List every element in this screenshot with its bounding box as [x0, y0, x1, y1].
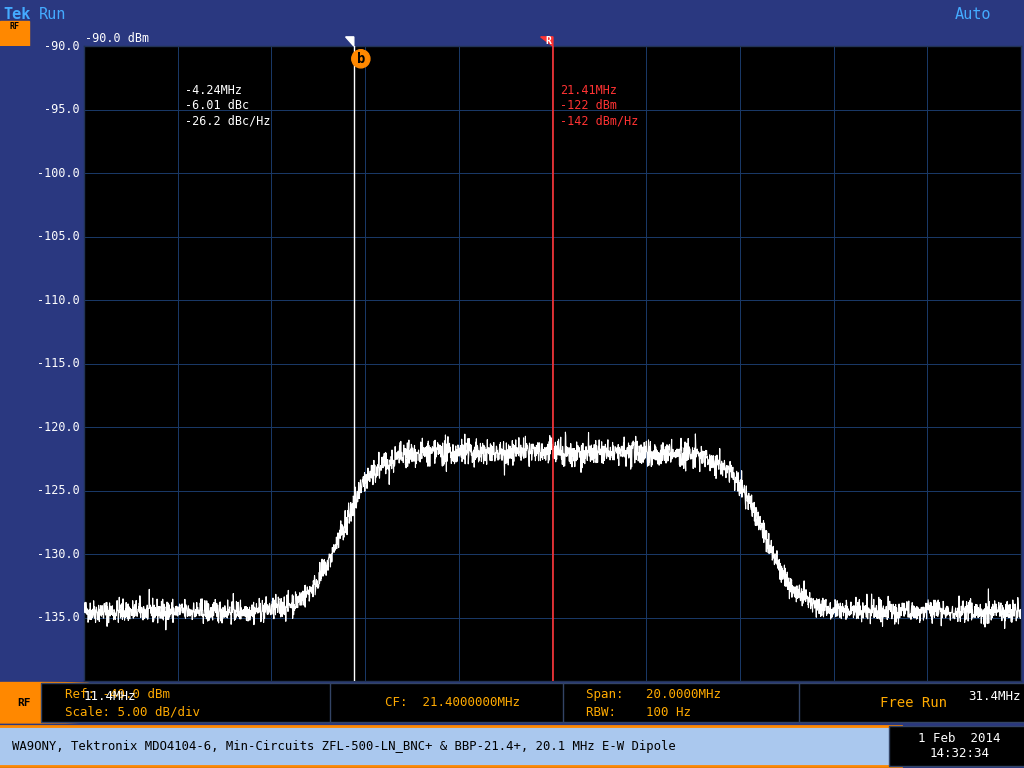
Text: WA9ONY, Tektronix MDO4104-6, Min-Circuits ZFL-500-LN_BNC+ & BBP-21.4+, 20.1 MHz : WA9ONY, Tektronix MDO4104-6, Min-Circuit… — [12, 740, 676, 753]
Text: -90.0: -90.0 — [44, 40, 80, 52]
Text: Span:   20.0000MHz: Span: 20.0000MHz — [586, 687, 721, 700]
Text: -105.0: -105.0 — [37, 230, 80, 243]
Text: 31.4MHz: 31.4MHz — [969, 690, 1021, 703]
Text: R: R — [545, 36, 551, 46]
Text: -90.0 dBm: -90.0 dBm — [85, 32, 150, 45]
Text: Scale: 5.00 dB/div: Scale: 5.00 dB/div — [65, 706, 200, 719]
Text: Ref: -40.0 dBm: Ref: -40.0 dBm — [65, 687, 170, 700]
Text: -95.0: -95.0 — [44, 103, 80, 116]
Text: Run: Run — [39, 7, 67, 22]
Text: -4.24MHz
-6.01 dBc
-26.2 dBc/Hz: -4.24MHz -6.01 dBc -26.2 dBc/Hz — [185, 84, 270, 127]
Text: -130.0: -130.0 — [37, 548, 80, 561]
FancyBboxPatch shape — [41, 684, 343, 722]
Text: -110.0: -110.0 — [37, 293, 80, 306]
Text: -125.0: -125.0 — [37, 484, 80, 497]
Text: -100.0: -100.0 — [37, 167, 80, 180]
Text: RF: RF — [9, 22, 19, 31]
Text: Free Run: Free Run — [881, 696, 947, 710]
Text: RBW:    100 Hz: RBW: 100 Hz — [586, 706, 691, 719]
Text: RF: RF — [16, 697, 31, 708]
FancyBboxPatch shape — [799, 684, 1024, 722]
FancyBboxPatch shape — [889, 727, 1024, 766]
Text: b: b — [356, 51, 365, 66]
Text: 21.41MHz
-122 dBm
-142 dBm/Hz: 21.41MHz -122 dBm -142 dBm/Hz — [560, 84, 638, 127]
FancyBboxPatch shape — [0, 683, 94, 723]
Text: Auto: Auto — [954, 7, 991, 22]
Text: -115.0: -115.0 — [37, 357, 80, 370]
FancyBboxPatch shape — [0, 21, 29, 46]
Text: 1 Feb  2014
14:32:34: 1 Feb 2014 14:32:34 — [919, 732, 1000, 760]
FancyBboxPatch shape — [0, 727, 901, 766]
Text: -135.0: -135.0 — [37, 611, 80, 624]
Text: Tek: Tek — [3, 7, 31, 22]
FancyBboxPatch shape — [563, 684, 809, 722]
Text: -120.0: -120.0 — [37, 421, 80, 434]
FancyBboxPatch shape — [330, 684, 575, 722]
Text: A: A — [12, 36, 16, 45]
Text: 11.4MHz: 11.4MHz — [84, 690, 136, 703]
Text: CF:  21.4000000MHz: CF: 21.4000000MHz — [385, 697, 520, 709]
